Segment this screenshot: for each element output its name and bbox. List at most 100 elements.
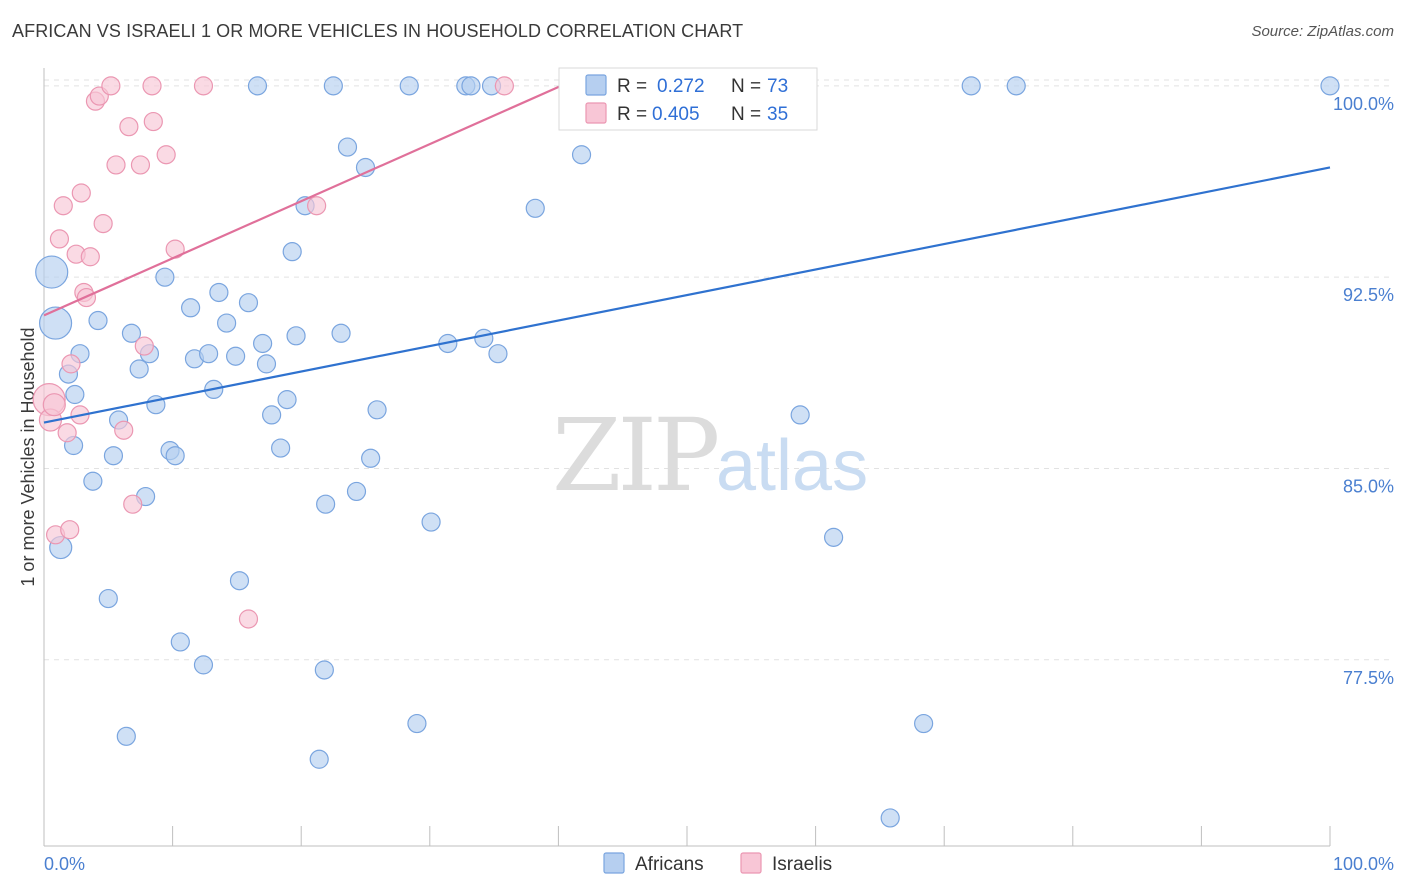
series-legend-label-africans: Africans xyxy=(635,854,704,875)
legend-r-label-africans: R = xyxy=(617,76,647,97)
african-point xyxy=(199,344,219,364)
israeli-point xyxy=(143,111,163,132)
african-point xyxy=(193,655,214,675)
legend-n-value-africans: 73 xyxy=(767,76,788,97)
stats-legend: R = 0.272 N = 73 R = 0.405 N = 35 xyxy=(558,67,818,131)
israeli-point xyxy=(142,76,162,96)
african-point xyxy=(83,471,103,491)
african-point xyxy=(209,282,229,303)
african-point xyxy=(361,448,381,468)
legend-r-label-israelis: R = xyxy=(617,104,647,125)
african-point xyxy=(65,384,85,405)
african-point xyxy=(314,660,334,680)
african-point xyxy=(961,76,981,96)
african-point xyxy=(337,137,358,157)
legend-r-value-africans: 0.272 xyxy=(657,76,705,97)
african-point xyxy=(271,438,291,458)
legend-n-label-israelis: N = xyxy=(731,104,761,125)
african-point xyxy=(38,306,73,340)
watermark: ZIP atlas xyxy=(552,397,868,514)
african-trend-line xyxy=(43,166,1331,424)
african-point xyxy=(323,76,343,96)
y-tick-label: 85.0% xyxy=(1343,476,1394,496)
african-point xyxy=(407,713,427,734)
african-point xyxy=(116,726,136,746)
series-legend-label-israelis: Israelis xyxy=(772,854,832,875)
watermark-zip: ZIP xyxy=(552,397,717,514)
legend-swatch-israelis xyxy=(585,102,607,124)
israeli-point xyxy=(61,354,81,374)
legend-n-value-israelis: 35 xyxy=(767,104,788,125)
african-point xyxy=(367,400,387,420)
israeli-point xyxy=(71,183,91,203)
legend-r-value-israelis: 0.405 xyxy=(652,104,700,125)
african-point xyxy=(421,512,441,532)
legend-swatch-africans xyxy=(585,74,607,96)
african-point xyxy=(277,390,297,410)
israeli-point xyxy=(123,494,143,514)
grid-lines xyxy=(44,79,1394,661)
african-point xyxy=(474,328,494,348)
african-point xyxy=(129,359,149,379)
african-point xyxy=(790,405,810,425)
african-point xyxy=(262,405,282,425)
israeli-point xyxy=(80,247,100,267)
african-point xyxy=(181,298,201,318)
african-point xyxy=(399,76,419,96)
african-point xyxy=(226,346,246,366)
african-point xyxy=(229,571,250,591)
israeli-point xyxy=(119,117,139,137)
israeli-point xyxy=(60,520,80,540)
x-tick-label-max: 100.0% xyxy=(1333,854,1394,874)
israeli-point xyxy=(101,76,121,96)
legend-n-label-africans: N = xyxy=(731,76,761,97)
source-credit: Source: ZipAtlas.com xyxy=(1251,23,1394,40)
african-point xyxy=(103,446,124,466)
israeli-point xyxy=(106,155,126,175)
african-point xyxy=(914,713,934,734)
african-point xyxy=(98,588,118,609)
african-point xyxy=(525,198,545,218)
israeli-point xyxy=(193,76,214,96)
israeli-point xyxy=(156,145,176,165)
african-point xyxy=(286,326,306,346)
israeli-point xyxy=(134,336,154,356)
israeli-trend-line xyxy=(43,84,562,317)
israeli-point xyxy=(49,229,70,249)
israeli-point xyxy=(53,196,73,216)
african-point xyxy=(217,313,237,333)
israeli-point xyxy=(494,76,514,96)
african-point xyxy=(824,527,844,547)
african-point xyxy=(461,76,481,96)
watermark-atlas: atlas xyxy=(716,426,868,506)
african-point xyxy=(238,293,259,313)
african-point xyxy=(346,481,367,502)
african-point xyxy=(121,323,142,343)
x-ticks xyxy=(43,826,1331,846)
israeli-point xyxy=(238,609,259,629)
series-legend-swatch-africans xyxy=(603,852,625,874)
israeli-point xyxy=(57,423,77,443)
y-tick-labels: 77.5% 85.0% 92.5% 100.0% xyxy=(1333,94,1394,688)
series-legend: Africans Israelis xyxy=(603,852,832,875)
african-point xyxy=(488,344,508,364)
african-point xyxy=(155,267,175,287)
african-point xyxy=(1006,76,1026,96)
african-point xyxy=(170,632,190,652)
y-axis-label: 1 or more Vehicles in Household xyxy=(18,327,38,586)
african-point xyxy=(35,255,69,289)
african-point xyxy=(880,808,900,828)
african-point xyxy=(331,323,351,343)
chart-title: AFRICAN VS ISRAELI 1 OR MORE VEHICLES IN… xyxy=(12,21,744,41)
x-tick-label-min: 0.0% xyxy=(44,854,85,874)
y-tick-label: 100.0% xyxy=(1333,94,1394,114)
israeli-point xyxy=(114,420,134,440)
series-legend-swatch-israelis xyxy=(740,852,762,874)
african-point xyxy=(247,76,268,96)
african-point xyxy=(1320,76,1340,96)
african-point xyxy=(256,354,277,374)
african-point xyxy=(165,446,185,466)
african-point xyxy=(282,242,302,262)
african-point xyxy=(253,333,273,354)
